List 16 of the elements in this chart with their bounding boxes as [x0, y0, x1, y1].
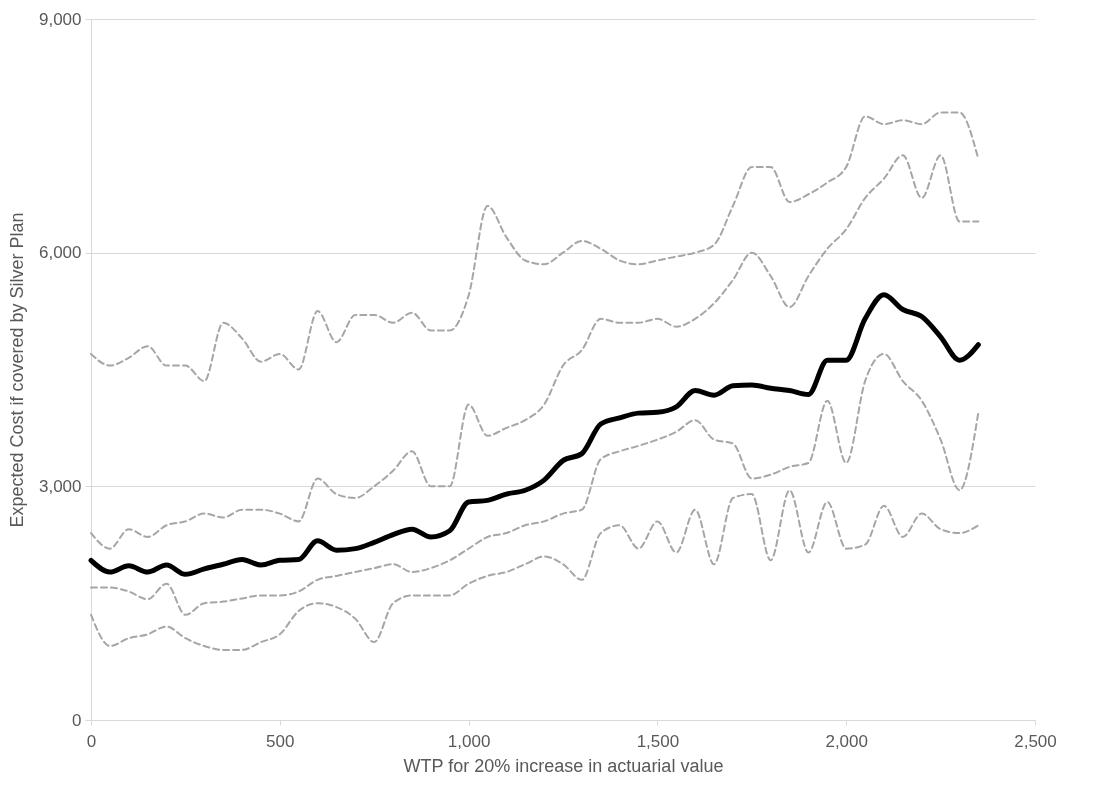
y-axis-title: Expected Cost if covered by Silver Plan [6, 212, 27, 528]
line-series [90, 111, 980, 383]
y-tick-label: 0 [72, 710, 82, 730]
y-tick-label: 3,000 [38, 476, 82, 496]
y-tick-label: 6,000 [38, 243, 82, 263]
x-tick-label: 500 [266, 731, 295, 751]
y-tick-label: 9,000 [38, 9, 82, 29]
x-tick-label: 1,500 [636, 731, 680, 751]
x-tick-label: 1,000 [447, 731, 491, 751]
line-series [90, 489, 980, 651]
x-tick-label: 0 [86, 731, 97, 751]
x-tick-label: 2,000 [825, 731, 868, 751]
line-series [90, 154, 980, 550]
line-series [90, 352, 980, 616]
x-axis-title: WTP for 20% increase in actuarial value [403, 755, 724, 776]
x-tick-label: 2,500 [1014, 731, 1057, 751]
